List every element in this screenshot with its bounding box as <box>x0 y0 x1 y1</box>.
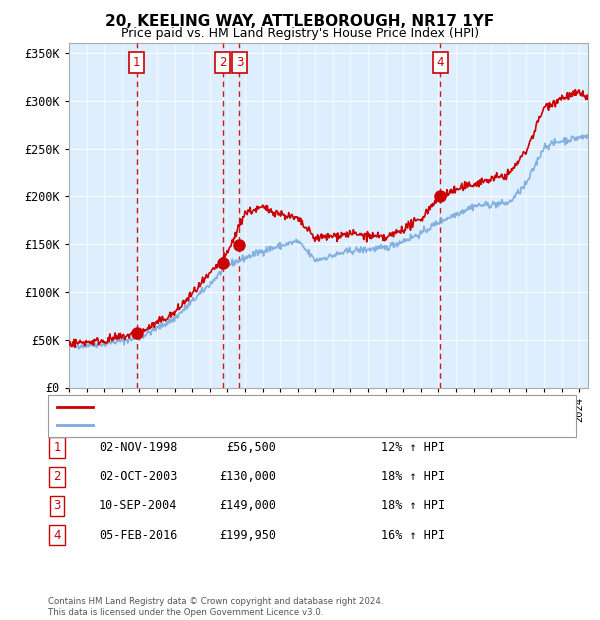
Text: £149,000: £149,000 <box>219 500 276 512</box>
Text: 1: 1 <box>133 56 140 69</box>
Text: 12% ↑ HPI: 12% ↑ HPI <box>381 441 445 454</box>
Text: Price paid vs. HM Land Registry's House Price Index (HPI): Price paid vs. HM Land Registry's House … <box>121 27 479 40</box>
Text: 20, KEELING WAY, ATTLEBOROUGH, NR17 1YF: 20, KEELING WAY, ATTLEBOROUGH, NR17 1YF <box>106 14 494 29</box>
Text: 4: 4 <box>436 56 444 69</box>
Text: 10-SEP-2004: 10-SEP-2004 <box>99 500 178 512</box>
Text: £130,000: £130,000 <box>219 471 276 483</box>
Text: 18% ↑ HPI: 18% ↑ HPI <box>381 500 445 512</box>
Text: 02-NOV-1998: 02-NOV-1998 <box>99 441 178 454</box>
Text: 18% ↑ HPI: 18% ↑ HPI <box>381 471 445 483</box>
Text: 4: 4 <box>53 529 61 541</box>
Text: 1: 1 <box>53 441 61 454</box>
Text: 16% ↑ HPI: 16% ↑ HPI <box>381 529 445 541</box>
Text: 02-OCT-2003: 02-OCT-2003 <box>99 471 178 483</box>
Text: 3: 3 <box>53 500 61 512</box>
Text: £56,500: £56,500 <box>226 441 276 454</box>
Text: £199,950: £199,950 <box>219 529 276 541</box>
Text: 3: 3 <box>236 56 243 69</box>
Text: 20, KEELING WAY, ATTLEBOROUGH, NR17 1YF (semi-detached house): 20, KEELING WAY, ATTLEBOROUGH, NR17 1YF … <box>100 402 480 412</box>
Text: HPI: Average price, semi-detached house, Breckland: HPI: Average price, semi-detached house,… <box>100 420 387 430</box>
Text: 2: 2 <box>219 56 227 69</box>
Text: 2: 2 <box>53 471 61 483</box>
Text: Contains HM Land Registry data © Crown copyright and database right 2024.
This d: Contains HM Land Registry data © Crown c… <box>48 598 383 617</box>
Text: 05-FEB-2016: 05-FEB-2016 <box>99 529 178 541</box>
